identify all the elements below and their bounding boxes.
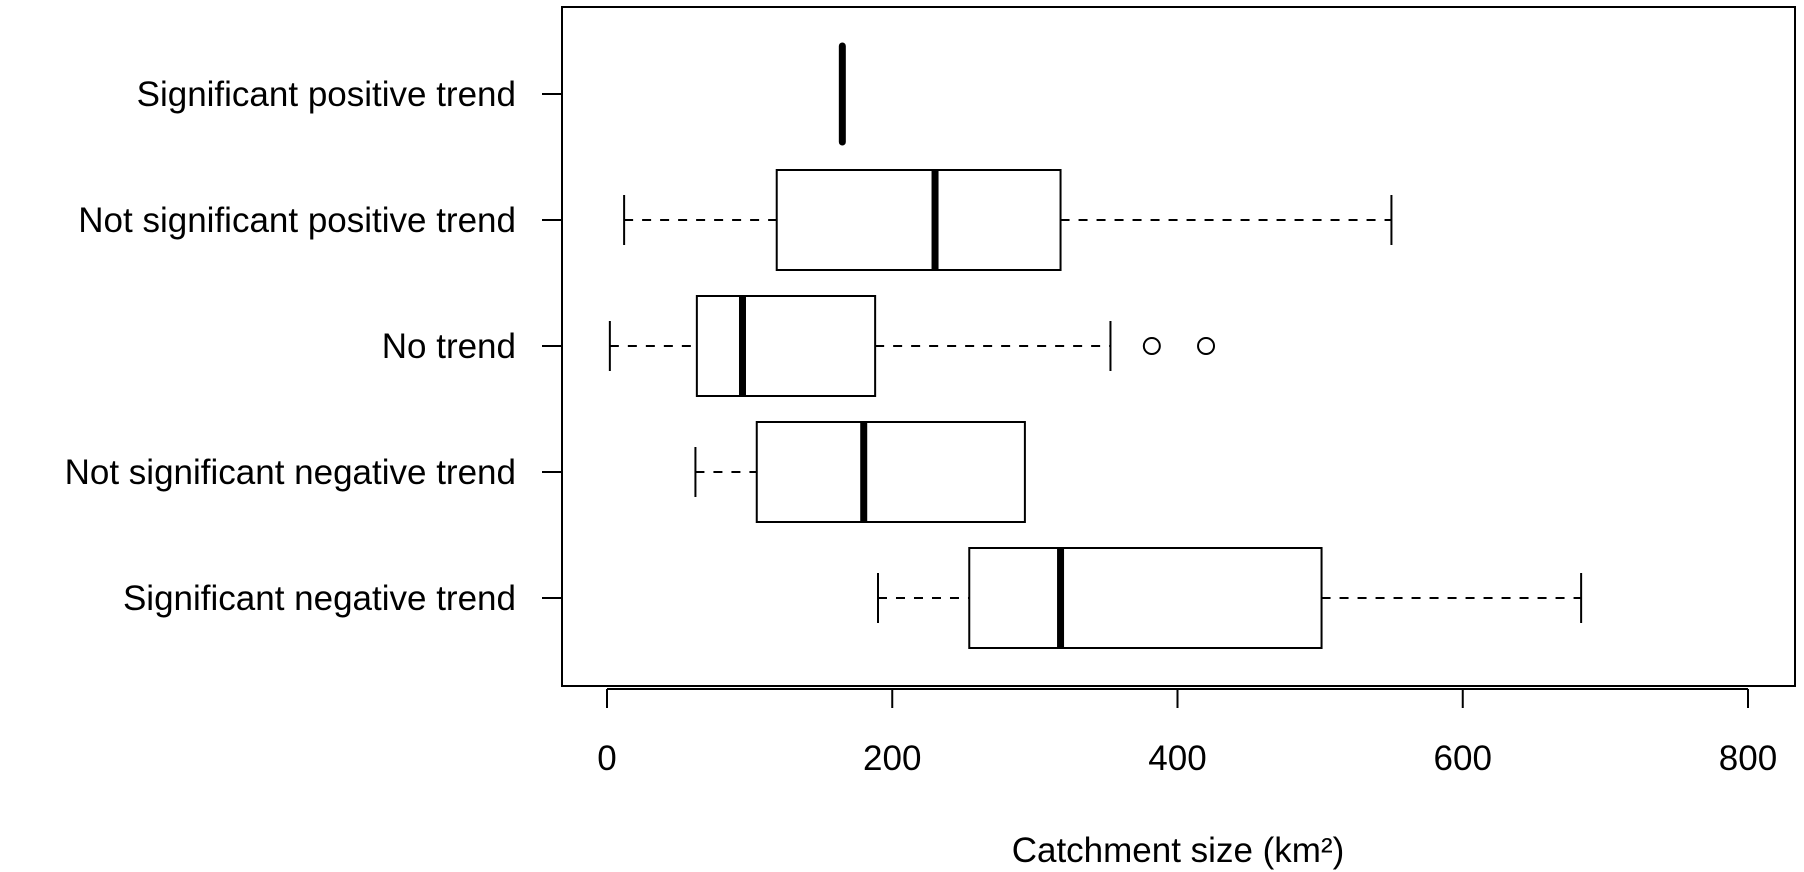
box-iqr (755, 421, 1026, 523)
box-group (694, 421, 1026, 523)
x-tick-label: 600 (1434, 739, 1492, 778)
x-axis: 0 200 400 600 800 (597, 688, 1777, 778)
y-tick-label: Not significant positive trend (78, 201, 516, 240)
y-tick-label: No trend (382, 327, 516, 366)
x-tick-label: 800 (1719, 739, 1777, 778)
box-series (608, 42, 1583, 649)
box-iqr (775, 169, 1062, 271)
box-group (876, 547, 1583, 649)
y-tick-label: Significant positive trend (137, 75, 516, 114)
box-group (623, 169, 1393, 271)
outlier-point (1197, 337, 1216, 355)
x-axis-title: Catchment size (km²) (1012, 831, 1345, 870)
box-iqr (968, 547, 1323, 649)
x-tick-label: 400 (1148, 739, 1206, 778)
y-axis: Significant negative trend Not significan… (65, 75, 562, 618)
x-tick-label: 0 (597, 739, 616, 778)
y-tick-label: Not significant negative trend (65, 453, 516, 492)
box-group (608, 295, 1216, 397)
box-iqr (695, 295, 877, 397)
outlier-point (1142, 337, 1161, 355)
x-tick-label: 200 (863, 739, 921, 778)
y-tick-label: Significant negative trend (123, 579, 516, 618)
